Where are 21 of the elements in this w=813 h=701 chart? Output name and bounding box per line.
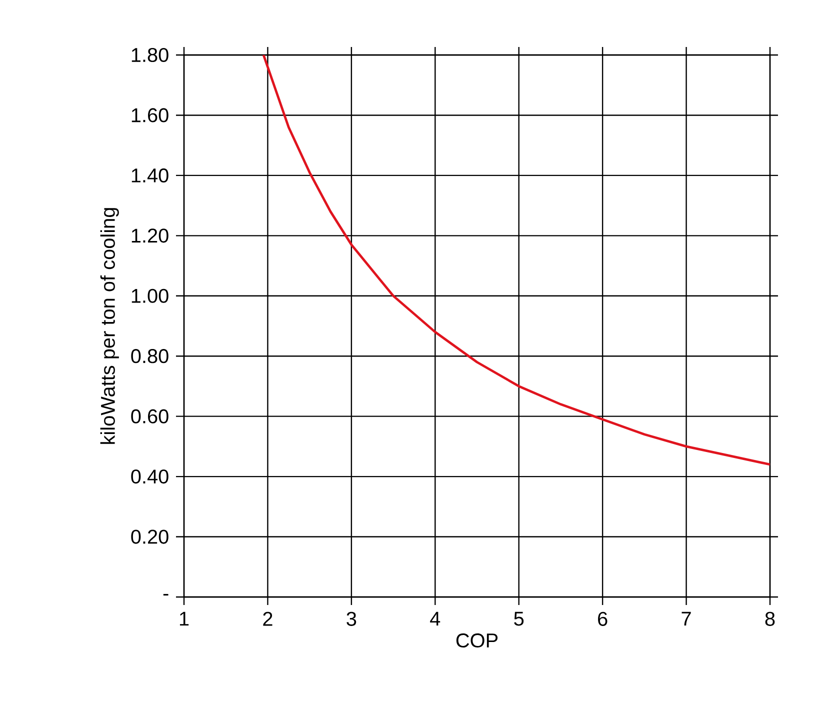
x-tick-label: 6	[598, 612, 608, 626]
x-tick-label: 7	[682, 612, 691, 626]
x-tick-label: 5	[514, 612, 524, 626]
x-tick-label: 4	[430, 612, 440, 626]
y-tick-label: 1.00	[132, 288, 168, 303]
y-tick-label: 0.80	[131, 349, 168, 364]
y-tick-label: 1.40	[132, 168, 168, 182]
line-series	[262, 54, 770, 466]
x-tick-label: 2	[263, 612, 272, 626]
y-tick-label: 1.60	[132, 108, 168, 122]
y-tick-label: -	[163, 594, 168, 596]
y-tick-label: 1.80	[132, 48, 168, 62]
x-tick-label: 8	[765, 612, 775, 626]
x-tick-label: 1	[180, 612, 189, 626]
y-tick-label: 1.20	[132, 228, 168, 243]
x-axis-title: COP	[456, 633, 498, 648]
y-tick-label: 0.40	[131, 470, 168, 484]
y-axis-title: kiloWatts per ton of cooling	[100, 208, 119, 444]
y-tick-label: 0.20	[131, 530, 168, 544]
y-tick-label: 0.60	[131, 409, 168, 424]
x-tick-label: 3	[346, 612, 356, 626]
